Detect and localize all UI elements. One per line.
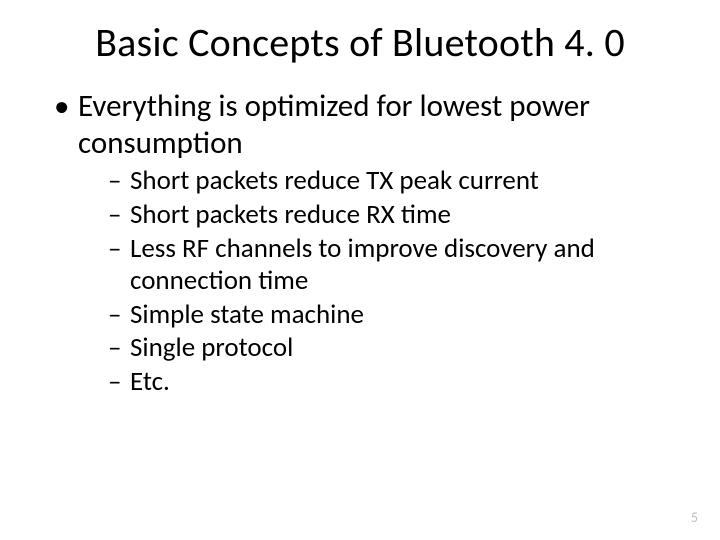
list-item: Simple state machine — [108, 299, 666, 331]
bullet-text: Short packets reduce TX peak current — [130, 164, 539, 197]
bullet-list-level2: Short packets reduce TX peak current Sho… — [78, 165, 666, 398]
slide: Basic Concepts of Bluetooth 4. 0 Everyth… — [0, 0, 720, 540]
list-item: Etc. — [108, 366, 666, 398]
bullet-text: Everything is optimized for lowest power… — [78, 87, 590, 162]
bullet-text: Simple state machine — [130, 298, 364, 331]
bullet-text: Less RF channels to improve discovery an… — [130, 232, 595, 297]
list-item: Less RF channels to improve discovery an… — [108, 233, 666, 297]
page-number: 5 — [691, 509, 698, 526]
list-item: Everything is optimized for lowest power… — [54, 88, 666, 398]
list-item: Short packets reduce RX time — [108, 199, 666, 231]
list-item: Single protocol — [108, 332, 666, 364]
slide-body: Everything is optimized for lowest power… — [54, 88, 666, 404]
bullet-text: Etc. — [130, 365, 170, 398]
bullet-list-level1: Everything is optimized for lowest power… — [54, 88, 666, 398]
bullet-text: Short packets reduce RX time — [130, 198, 451, 231]
bullet-text: Single protocol — [130, 331, 293, 364]
slide-title: Basic Concepts of Bluetooth 4. 0 — [0, 18, 720, 67]
list-item: Short packets reduce TX peak current — [108, 165, 666, 197]
